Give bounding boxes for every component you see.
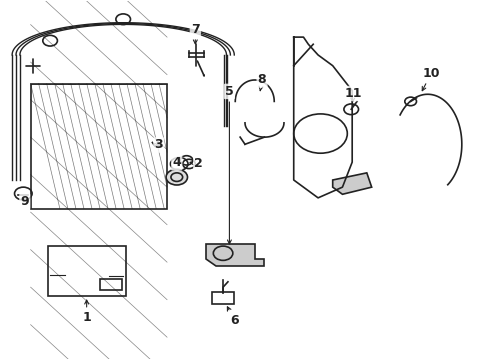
FancyBboxPatch shape xyxy=(212,292,234,304)
Text: 10: 10 xyxy=(422,67,440,91)
Text: 7: 7 xyxy=(191,23,200,44)
Circle shape xyxy=(166,169,188,185)
Text: 8: 8 xyxy=(258,73,267,91)
Text: 11: 11 xyxy=(344,87,362,102)
Polygon shape xyxy=(333,173,372,194)
Polygon shape xyxy=(206,244,265,266)
Text: 6: 6 xyxy=(227,307,239,327)
Text: 4: 4 xyxy=(172,156,181,169)
Text: 2: 2 xyxy=(190,157,203,170)
Text: 5: 5 xyxy=(225,85,234,244)
FancyBboxPatch shape xyxy=(30,84,167,208)
Text: 3: 3 xyxy=(154,139,163,152)
FancyBboxPatch shape xyxy=(100,279,122,290)
Text: 1: 1 xyxy=(82,300,91,324)
FancyArrowPatch shape xyxy=(197,61,204,76)
FancyBboxPatch shape xyxy=(48,246,125,296)
Text: 9: 9 xyxy=(21,195,29,208)
